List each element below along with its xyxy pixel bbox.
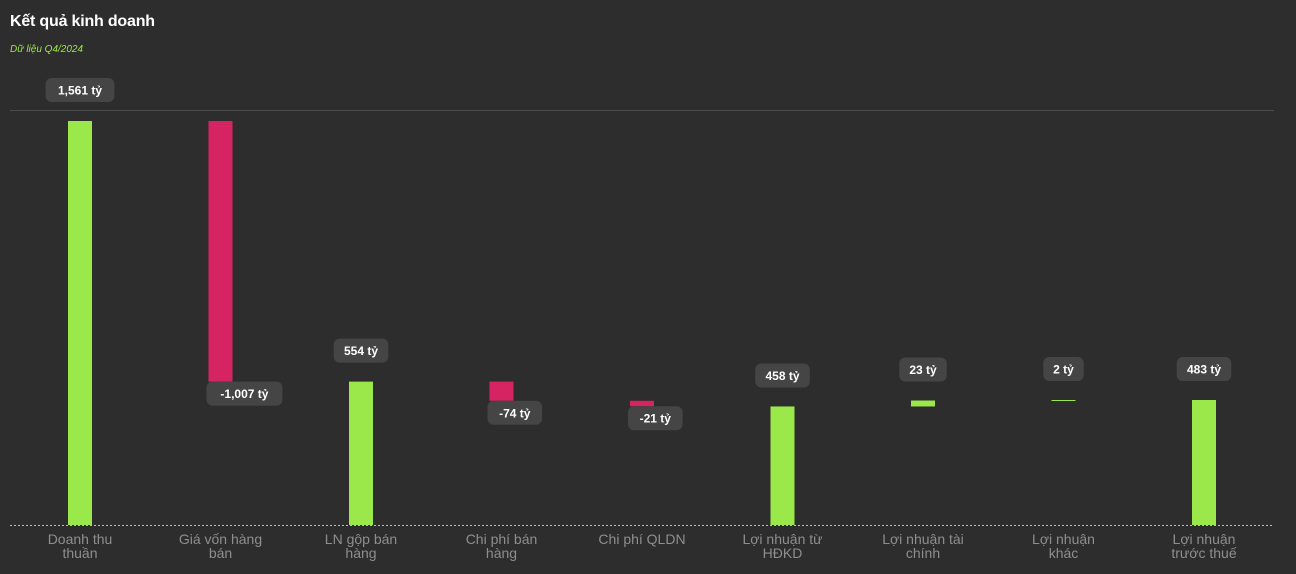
category-label-1-line-1: Doanh thu	[48, 531, 113, 547]
category-label-8-line-2: khác	[1049, 545, 1079, 561]
chart-title: Kết quả kinh doanh	[10, 13, 155, 30]
value-label-bg-1	[45, 78, 115, 102]
category-label-4-line-1: Chi phí bán	[466, 531, 538, 547]
value-label-2: -1,007 tỷ	[220, 387, 268, 401]
value-label-7: 23 tỷ	[909, 363, 937, 377]
value-label-bg-3	[333, 338, 389, 363]
category-label-3-line-1: LN gộp bán	[325, 531, 397, 547]
bar-5	[630, 400, 654, 407]
category-label-2-line-2: bán	[209, 545, 232, 561]
category-label-6-line-2: HĐKD	[763, 545, 803, 561]
bar-2	[208, 121, 233, 382]
category-label-9-line-2: trước thuế	[1171, 545, 1236, 561]
value-label-bg-2	[206, 381, 283, 406]
chart-subtitle: Dữ liệu Q4/2024	[10, 44, 84, 55]
bar-7	[911, 400, 935, 407]
bar-8	[1051, 399, 1076, 401]
category-label-5: Chi phí QLDN	[598, 531, 685, 547]
category-label-4-line-2: hàng	[486, 545, 517, 561]
bar-6	[770, 406, 795, 525]
value-label-bg-5	[628, 406, 683, 431]
value-label-9: 483 tỷ	[1187, 362, 1221, 376]
bar-1	[68, 121, 92, 525]
value-label-bg-4	[487, 400, 543, 425]
value-label-bg-7	[899, 357, 947, 382]
value-label-5: -21 tỷ	[640, 412, 672, 426]
bar-9	[1192, 399, 1216, 525]
category-label-9-line-1: Lợi nhuận	[1173, 531, 1236, 547]
category-label-8-line-1: Lợi nhuận	[1032, 531, 1095, 547]
category-label-3-line-2: hàng	[345, 545, 376, 561]
category-label-2-line-1: Giá vốn hàng	[179, 531, 262, 547]
category-label-6-line-1: Lợi nhuận từ	[742, 531, 822, 547]
category-label-1-line-2: thuần	[62, 545, 97, 561]
value-label-6: 458 tỷ	[765, 369, 799, 383]
bar-4	[489, 381, 514, 401]
bar-3	[349, 381, 373, 525]
category-label-7-line-1: Lợi nhuận tài	[882, 531, 964, 547]
value-label-bg-8	[1043, 356, 1084, 381]
value-label-8: 2 tỷ	[1053, 362, 1074, 376]
value-label-1: 1,561 tỷ	[58, 84, 102, 98]
value-label-bg-9	[1176, 356, 1232, 381]
value-label-3: 554 tỷ	[344, 344, 378, 358]
value-label-4: -74 tỷ	[499, 406, 531, 420]
category-label-7-line-2: chính	[906, 545, 940, 561]
value-label-bg-6	[755, 363, 810, 388]
